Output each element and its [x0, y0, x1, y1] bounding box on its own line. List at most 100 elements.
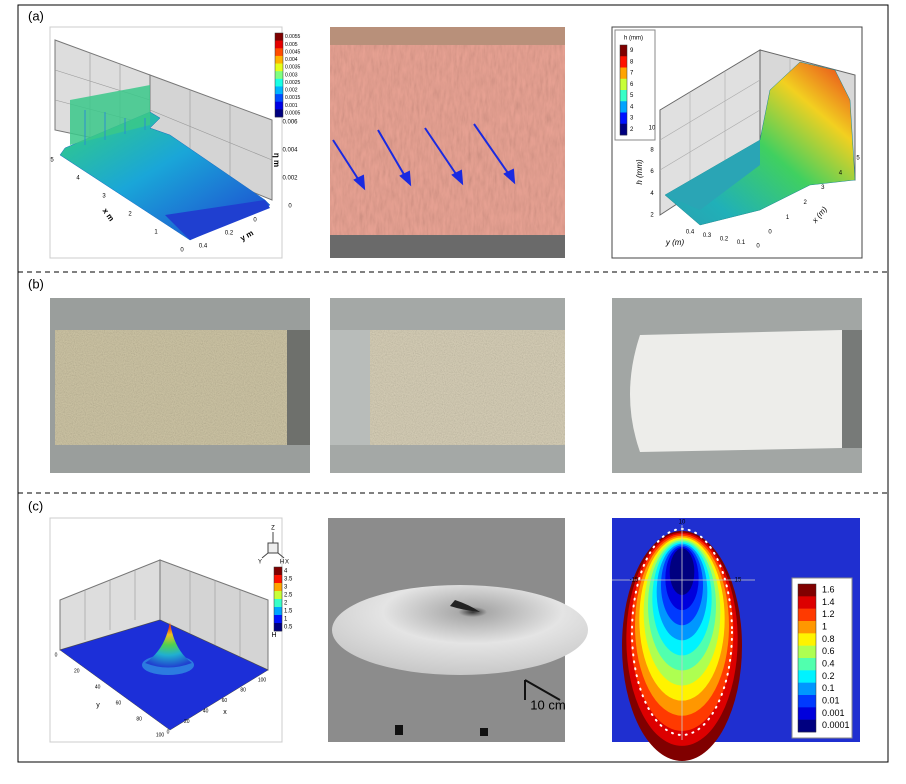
colorbar-frame [797, 583, 817, 733]
colorbar-label: 0.004 [285, 57, 298, 63]
tick-label: 0.3 [703, 233, 712, 239]
colorbar-swatch [620, 67, 627, 80]
tick-label: 40 [95, 684, 101, 690]
colorbar-swatch [620, 112, 627, 125]
colorbar-label: 2 [284, 601, 288, 607]
tick-label: 40 [203, 709, 209, 715]
colorbar-swatch [275, 109, 283, 118]
axis-label: η m [272, 153, 281, 167]
colorbar-label: 0.0055 [285, 34, 301, 40]
tick-label: 2 [128, 212, 132, 218]
panel-b-right [612, 298, 862, 473]
colorbar-label: 0.0045 [285, 49, 301, 55]
axis-label: h (mm) [635, 159, 644, 185]
tick-label: 0 [756, 244, 760, 250]
colorbar-swatch [275, 78, 283, 87]
row-label: (b) [28, 276, 44, 291]
tick-label: 4 [76, 176, 80, 182]
colorbar-label: 9 [630, 48, 634, 54]
colorbar-label: 0.001 [285, 103, 298, 109]
colorbar-swatch [275, 101, 283, 110]
colorbar-swatch [274, 567, 282, 576]
colorbar-label: 0.002 [285, 88, 298, 94]
colorbar-label: 0.0035 [285, 65, 301, 71]
colorbar-swatch [798, 658, 816, 671]
tick-label: 0 [180, 248, 184, 254]
colorbar-label: 1 [284, 617, 288, 623]
row-label: (a) [28, 8, 44, 23]
colorbar-swatch [274, 607, 282, 616]
tick-label: 0 [288, 204, 292, 210]
colorbar-label: 0.005 [285, 42, 298, 48]
colorbar-swatch [275, 86, 283, 95]
axes-icon-label: X [285, 560, 289, 566]
colorbar-label: 8 [630, 59, 634, 65]
colorbar-swatch [798, 621, 816, 634]
tick-label: 0.2 [225, 231, 234, 237]
panel-c-left [49, 517, 285, 743]
panel-c-right [612, 518, 860, 761]
tick-label: 5 [856, 156, 860, 162]
tick-label: 1 [786, 215, 790, 221]
colorbar-label: 1.2 [822, 609, 835, 619]
colorbar-frame [274, 32, 284, 118]
colorbar-swatch [275, 33, 283, 41]
colorbar-frame [273, 566, 283, 632]
colorbar-swatch [275, 71, 283, 80]
colorbar-label: 4 [630, 104, 634, 110]
colorbar-swatch [274, 623, 282, 632]
axis-label: y (m) [665, 238, 685, 247]
colorbar-label: 0.0005 [285, 111, 301, 117]
tick-label: 0.002 [282, 176, 298, 182]
tick-label: 60 [116, 700, 122, 706]
tick-label: 20 [184, 719, 190, 725]
colorbar-label: 3 [284, 585, 288, 591]
colorbar-swatch [798, 670, 816, 683]
row-label: (c) [28, 498, 43, 513]
tick-label: 2 [804, 200, 808, 206]
colorbar-swatch [620, 45, 627, 57]
tick-label: 0 [55, 652, 58, 658]
axes-icon-label: Y [258, 560, 262, 566]
tick-label: 0.004 [282, 148, 298, 154]
tick-label: 6 [650, 169, 654, 175]
colorbar-label: 1.6 [822, 585, 835, 595]
colorbar-swatch [275, 40, 283, 49]
colorbar-swatch [274, 615, 282, 624]
colorbar-label: 0.4 [822, 659, 835, 669]
colorbar-swatch [798, 719, 816, 733]
colorbar-swatch [620, 101, 627, 113]
panel-a-middle [330, 27, 565, 258]
colorbar-label: 7 [630, 71, 634, 77]
panel-a-right [611, 26, 863, 259]
colorbar-swatch [798, 682, 816, 696]
tick-label: 100 [258, 677, 267, 683]
colorbar-swatch [274, 583, 282, 592]
tick-label: 10 [649, 126, 656, 132]
colorbar-label: 0.6 [822, 646, 835, 656]
colorbar-swatch [275, 55, 283, 64]
tick-label: 8 [650, 147, 654, 153]
tick-label: 80 [240, 688, 246, 694]
axis-label: y [96, 702, 100, 709]
axis-label: x [223, 709, 227, 716]
colorbar-swatch [620, 78, 627, 91]
tick-label: 0.4 [199, 244, 208, 250]
colorbar-swatch [275, 94, 283, 103]
colorbar-label: 2.5 [284, 593, 293, 599]
colorbar-swatch [275, 63, 283, 72]
tick-label: 0 [768, 230, 772, 236]
colorbar-label: 0.0001 [822, 720, 850, 730]
tick-label: 0.1 [737, 240, 746, 246]
colorbar-label: 0.5 [284, 625, 293, 631]
tick-label: 4 [839, 170, 843, 176]
axes-icon-label: Z [271, 526, 275, 532]
colorbar-swatch [274, 575, 282, 584]
colorbar-label: 0.01 [822, 696, 840, 706]
panel-b-middle [330, 298, 565, 473]
colorbar-title: H [280, 560, 284, 566]
tick-label: 0.4 [686, 230, 695, 236]
panel-b-left [50, 298, 310, 473]
colorbar-label: 0.0015 [285, 95, 301, 101]
